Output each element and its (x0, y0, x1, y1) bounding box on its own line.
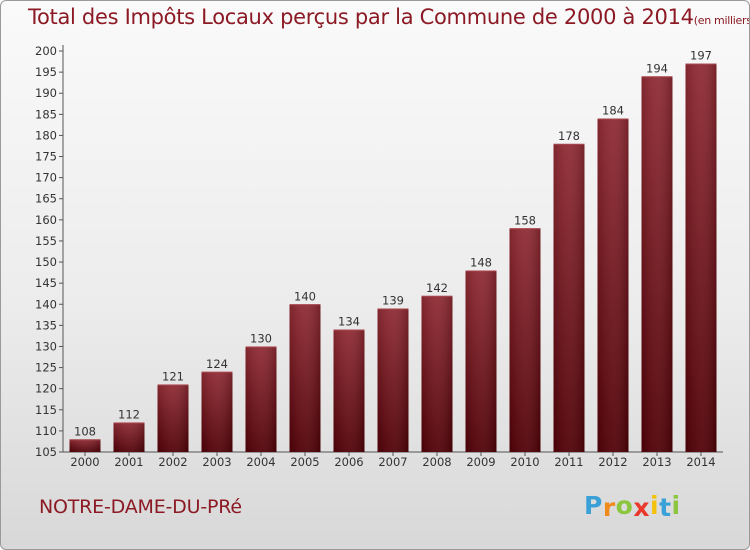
logo-letter: x (633, 493, 650, 522)
x-tick-label: 2014 (686, 455, 715, 469)
bar-shade (641, 76, 673, 452)
logo-letter: P (584, 491, 603, 520)
bar-shade (597, 118, 629, 453)
bar-shade (289, 304, 321, 452)
logo-letter: r (602, 493, 616, 522)
bar-shade (113, 422, 145, 452)
value-label: 197 (690, 49, 712, 63)
value-label: 158 (514, 213, 536, 227)
y-tick-label: 105 (35, 445, 57, 459)
axes: 105 110 115 120 125 130 135 140 145 150 155 160 165 1… (35, 44, 723, 469)
chart-title: Total des Impôts Locaux perçus par la Co… (28, 5, 750, 29)
y-tick-label: 155 (35, 234, 57, 248)
bar-shade (377, 308, 409, 452)
y-tick-label: 145 (35, 276, 57, 290)
value-label: 178 (558, 129, 580, 143)
bar-shade (201, 371, 233, 452)
x-tick-label: 2002 (158, 455, 187, 469)
y-tick-label: 165 (35, 192, 57, 206)
y-tick-label: 190 (35, 86, 57, 100)
x-tick-label: 2005 (290, 455, 319, 469)
value-label: 139 (382, 293, 404, 307)
x-tick-label: 2004 (246, 455, 275, 469)
y-tick-label: 175 (35, 150, 57, 164)
x-tick-label: 2013 (642, 455, 671, 469)
y-tick-label: 195 (35, 65, 57, 79)
value-label: 184 (602, 104, 624, 118)
y-tick-label: 115 (35, 403, 57, 417)
bar-shade (245, 346, 277, 452)
value-label: 148 (470, 255, 492, 269)
value-label: 108 (74, 424, 96, 438)
y-tick-label: 125 (35, 361, 57, 375)
bar-shade (333, 329, 365, 452)
y-tick-label: 170 (35, 171, 57, 185)
bar-shade (685, 63, 717, 453)
logo-letter: i (671, 491, 681, 520)
chart-title-text: Total des Impôts Locaux perçus par la Co… (28, 5, 694, 29)
bar-shade (509, 228, 541, 452)
x-tick-label: 2012 (598, 455, 627, 469)
x-tick-label: 2007 (378, 455, 407, 469)
value-label: 140 (294, 289, 316, 303)
bar-shade (421, 295, 453, 452)
value-label: 112 (118, 407, 140, 421)
y-tick-label: 160 (35, 213, 57, 227)
y-tick-label: 140 (35, 297, 57, 311)
logo-letter: t (659, 493, 672, 522)
value-labels: 108 112 121 124 130 140 134 139 142 148 158 178 184 1… (74, 49, 712, 439)
x-tick-label: 2003 (202, 455, 231, 469)
value-label: 142 (426, 281, 448, 295)
value-label: 124 (206, 357, 228, 371)
bars (69, 63, 717, 453)
y-tick-label: 130 (35, 339, 57, 353)
proxiti-logo: Proxiti (584, 491, 681, 522)
x-tick-label: 2008 (422, 455, 451, 469)
bar-shade (157, 384, 189, 452)
x-tick-label: 2000 (70, 455, 99, 469)
x-tick-label: 2011 (554, 455, 583, 469)
value-label: 121 (162, 369, 184, 383)
y-tick-label: 150 (35, 255, 57, 269)
x-tick-label: 2001 (114, 455, 143, 469)
x-tick-label: 2006 (334, 455, 363, 469)
value-label: 194 (646, 61, 668, 75)
y-tick-label: 120 (35, 382, 57, 396)
value-label: 130 (250, 331, 272, 345)
bar-shade (465, 270, 497, 452)
y-tick-label: 110 (35, 424, 57, 438)
chart-title-unit: (en milliers d'€) (693, 14, 750, 27)
y-tick-label: 180 (35, 128, 57, 142)
y-tick-label: 135 (35, 318, 57, 332)
x-tick-label: 2010 (510, 455, 539, 469)
logo-letter: o (615, 491, 634, 520)
value-label: 134 (338, 315, 360, 329)
commune-name: NOTRE-DAME-DU-PRé (39, 496, 242, 518)
y-tick-label: 200 (35, 44, 57, 58)
bar-shade (553, 143, 585, 452)
x-tick-label: 2009 (466, 455, 495, 469)
y-tick-label: 185 (35, 107, 57, 121)
bar-shade (69, 439, 101, 452)
logo-letter: i (650, 491, 660, 520)
